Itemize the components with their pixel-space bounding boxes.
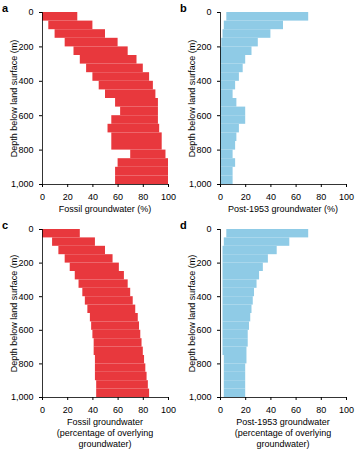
svg-text:200: 200 <box>196 42 211 52</box>
svg-text:40: 40 <box>266 192 276 202</box>
svg-text:800: 800 <box>196 145 211 155</box>
svg-text:60: 60 <box>113 192 123 202</box>
html-text:Post-1953 groundwater (%): Post-1953 groundwater (%) <box>228 204 338 214</box>
svg-text:80: 80 <box>138 405 148 415</box>
svg-text:1,000: 1,000 <box>189 392 212 402</box>
svg-text:200: 200 <box>18 42 33 52</box>
svg-text:800: 800 <box>196 359 211 369</box>
svg-text:Depth below land surface (m): Depth below land surface (m) <box>9 40 19 158</box>
svg-text:100: 100 <box>339 192 354 202</box>
svg-text:600: 600 <box>196 111 211 121</box>
html-text:d: d <box>180 219 187 231</box>
html-text:(percentage of overlying groun: (percentage of overlying groundwater) <box>56 428 154 449</box>
html-text:(percentage of overlying groun: (percentage of overlying groundwater) <box>234 428 332 449</box>
svg-text:0: 0 <box>206 224 211 234</box>
svg-text:20: 20 <box>63 405 73 415</box>
svg-text:600: 600 <box>18 111 33 121</box>
svg-text:60: 60 <box>291 192 301 202</box>
svg-text:60: 60 <box>113 405 123 415</box>
svg-text:600: 600 <box>18 325 33 335</box>
html-text:Post-1953 groundwater: Post-1953 groundwater <box>236 417 330 427</box>
svg-text:400: 400 <box>196 76 211 86</box>
svg-text:600: 600 <box>196 325 211 335</box>
svg-text:1,000: 1,000 <box>11 179 34 189</box>
svg-text:100: 100 <box>161 405 176 415</box>
svg-text:1,000: 1,000 <box>189 179 212 189</box>
html-text:b: b <box>180 2 187 14</box>
svg-text:80: 80 <box>138 192 148 202</box>
svg-text:20: 20 <box>63 192 73 202</box>
svg-text:0: 0 <box>218 405 223 415</box>
svg-text:60: 60 <box>291 405 301 415</box>
svg-text:0: 0 <box>40 192 45 202</box>
svg-text:20: 20 <box>241 192 251 202</box>
svg-text:0: 0 <box>206 7 211 17</box>
svg-text:200: 200 <box>18 258 33 268</box>
svg-text:400: 400 <box>18 76 33 86</box>
svg-text:Depth below land surface (m): Depth below land surface (m) <box>9 255 19 373</box>
svg-text:40: 40 <box>266 405 276 415</box>
svg-text:0: 0 <box>28 7 33 17</box>
html-text:a: a <box>2 2 9 14</box>
svg-text:400: 400 <box>18 292 33 302</box>
svg-text:0: 0 <box>218 192 223 202</box>
svg-text:800: 800 <box>18 359 33 369</box>
svg-text:40: 40 <box>88 405 98 415</box>
svg-text:40: 40 <box>88 192 98 202</box>
html-text:c: c <box>2 219 9 231</box>
svg-text:100: 100 <box>339 405 354 415</box>
svg-text:0: 0 <box>28 224 33 234</box>
svg-text:800: 800 <box>18 145 33 155</box>
svg-text:0: 0 <box>40 405 45 415</box>
svg-text:80: 80 <box>316 405 326 415</box>
svg-text:Depth below land surface (m): Depth below land surface (m) <box>187 255 197 373</box>
svg-text:80: 80 <box>316 192 326 202</box>
html-text:Fossil groundwater (%): Fossil groundwater (%) <box>58 204 152 214</box>
svg-text:400: 400 <box>196 292 211 302</box>
svg-text:20: 20 <box>241 405 251 415</box>
svg-text:Depth below land surface (m): Depth below land surface (m) <box>187 40 197 158</box>
svg-text:100: 100 <box>161 192 176 202</box>
svg-text:200: 200 <box>196 258 211 268</box>
svg-text:1,000: 1,000 <box>11 392 34 402</box>
html-text:Fossil groundwater: Fossil groundwater <box>67 417 143 427</box>
